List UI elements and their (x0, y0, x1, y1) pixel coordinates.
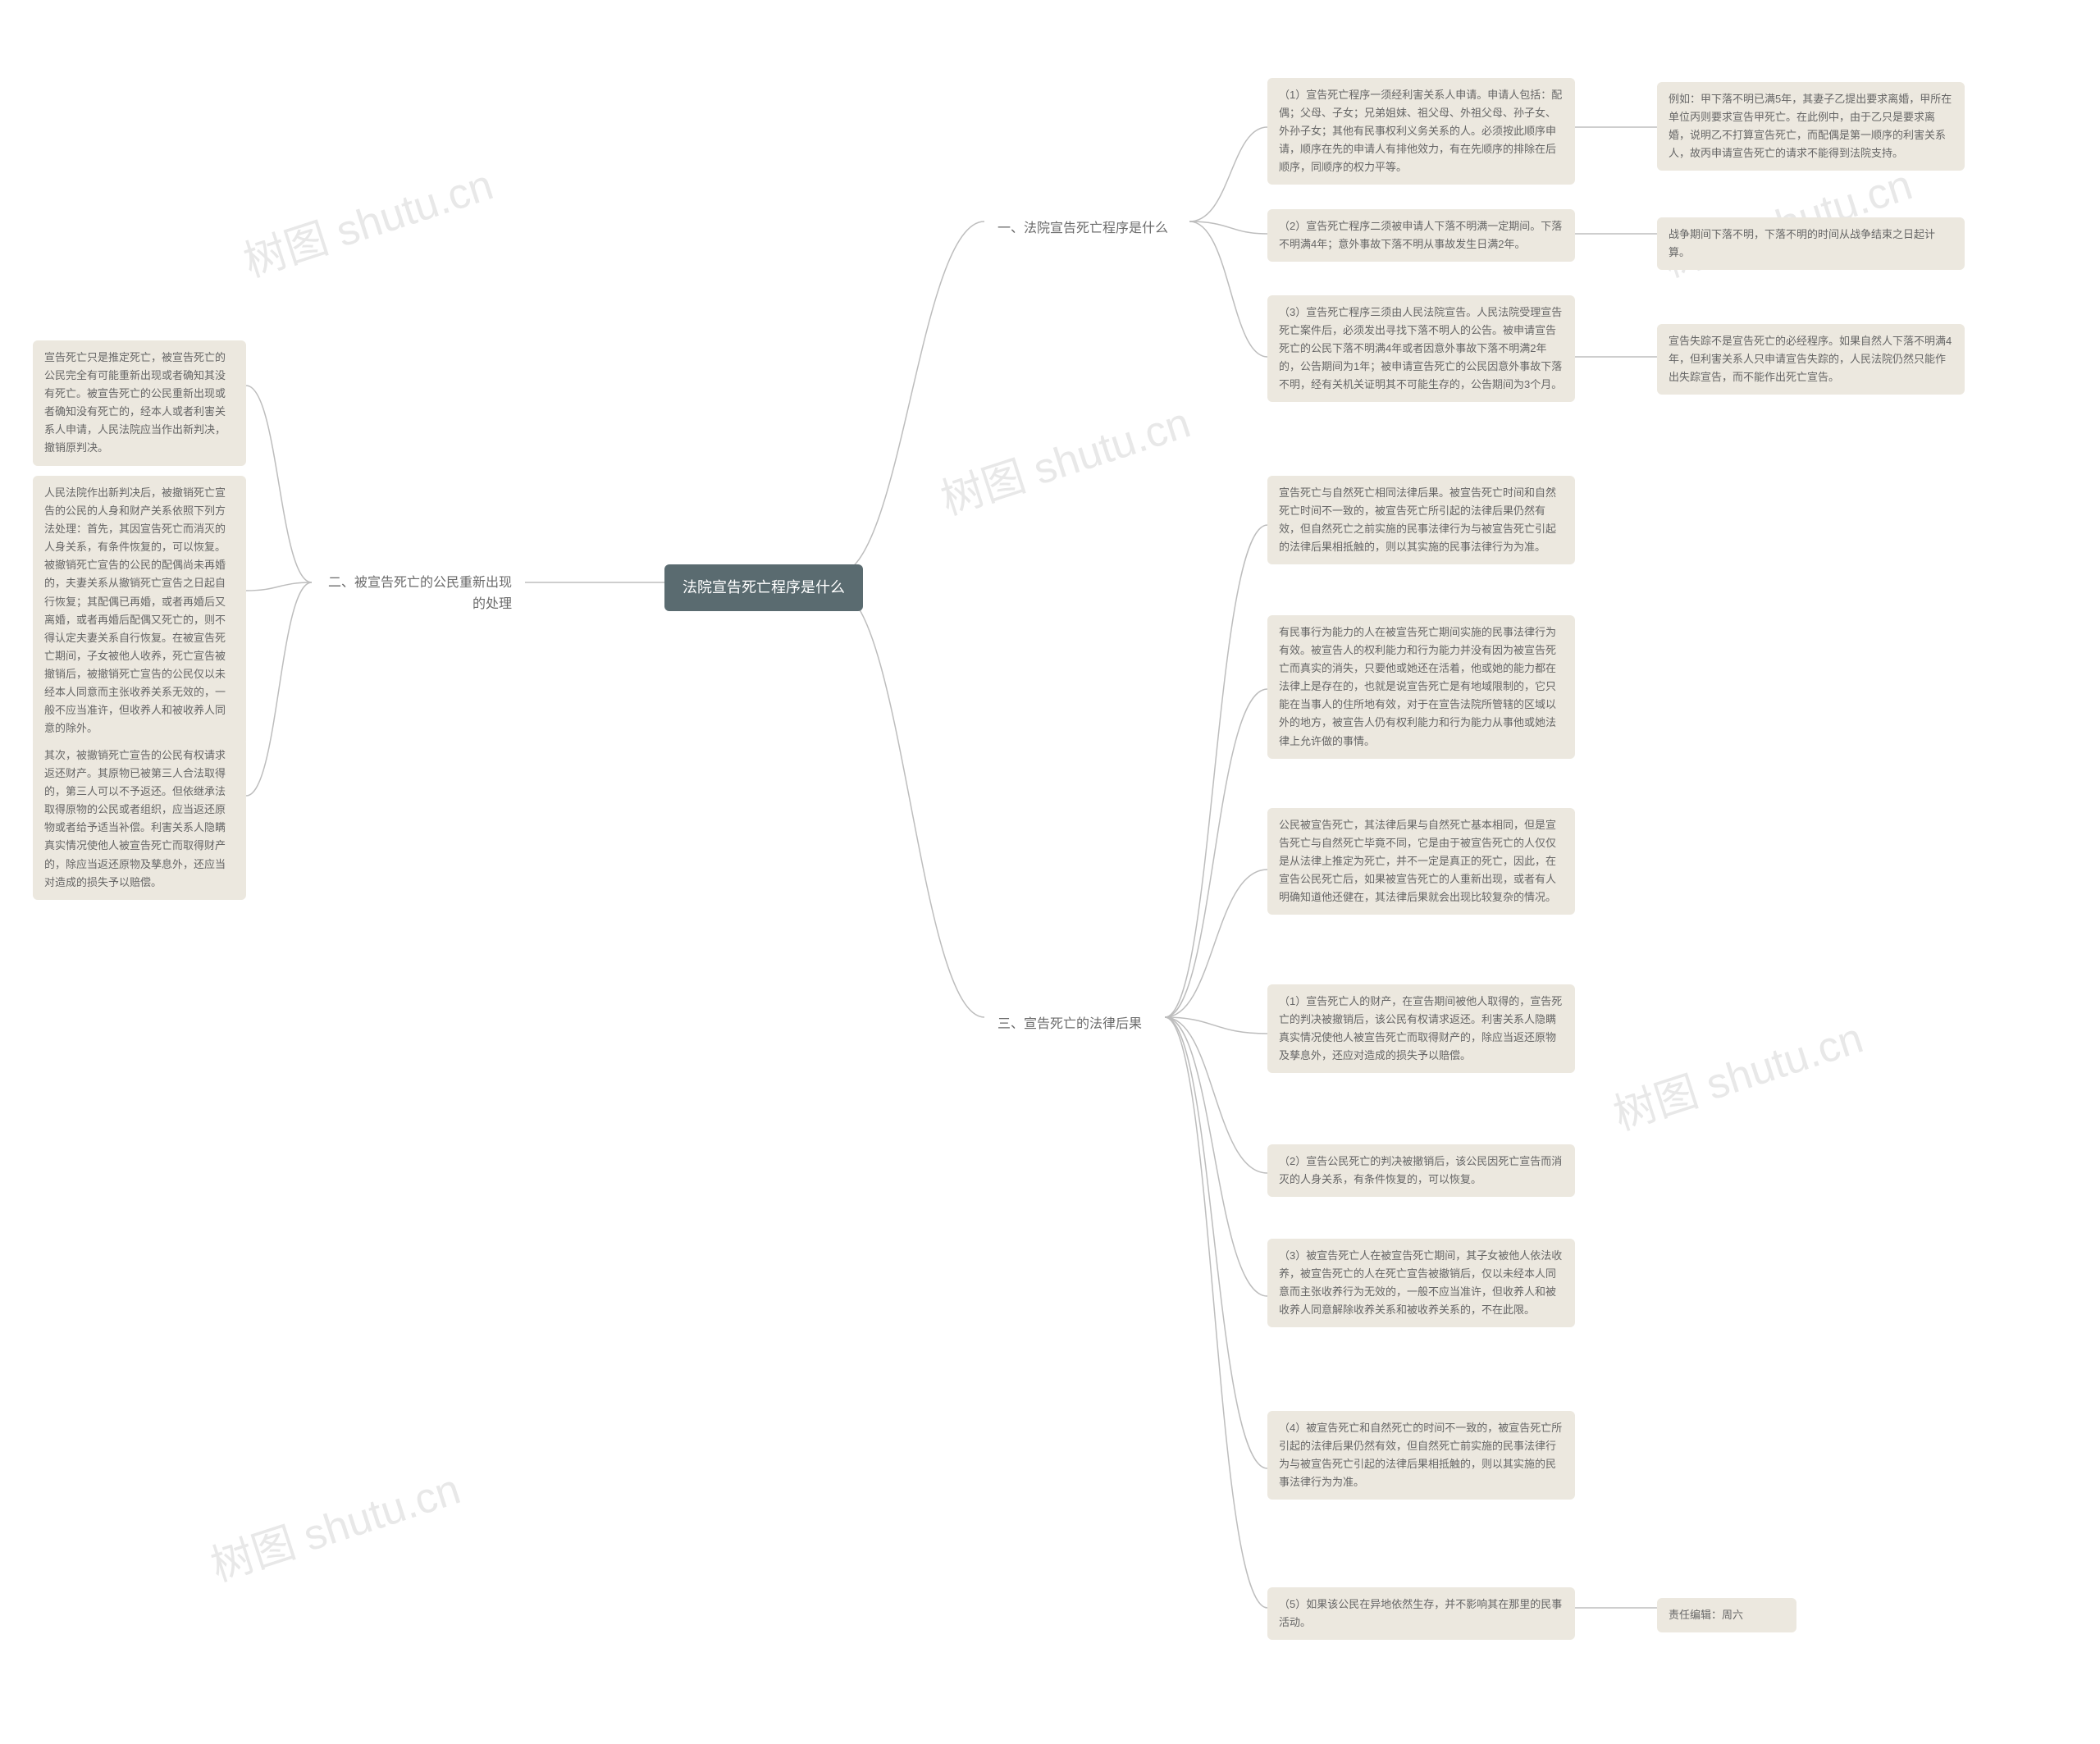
watermark: 树图 shutu.cn (202, 1454, 467, 1593)
leaf-b3-2: 有民事行为能力的人在被宣告死亡期间实施的民事法律行为有效。被宣告人的权利能力和行… (1267, 615, 1575, 759)
leaf-b1-1a: 例如：甲下落不明已满5年，其妻子乙提出要求离婚，甲所在单位丙则要求宣告甲死亡。在… (1657, 82, 1965, 171)
branch-3[interactable]: 三、宣告死亡的法律后果 (984, 1006, 1155, 1043)
leaf-b1-1: （1）宣告死亡程序一须经利害关系人申请。申请人包括：配偶；父母、子女；兄弟姐妹、… (1267, 78, 1575, 185)
branch-2[interactable]: 二、被宣告死亡的公民重新出现的处理 (312, 564, 525, 623)
watermark: 树图 shutu.cn (932, 388, 1197, 527)
leaf-b3-8: （5）如果该公民在异地依然生存，并不影响其在那里的民事活动。 (1267, 1587, 1575, 1640)
leaf-b3-4: （1）宣告死亡人的财产，在宣告期间被他人取得的，宣告死亡的判决被撤销后，该公民有… (1267, 984, 1575, 1073)
branch-1[interactable]: 一、法院宣告死亡程序是什么 (984, 210, 1181, 248)
leaf-b3-8a: 责任编辑：周六 (1657, 1598, 1796, 1632)
leaf-b1-2: （2）宣告死亡程序二须被申请人下落不明满一定期间。下落不明满4年；意外事故下落不… (1267, 209, 1575, 262)
root-node[interactable]: 法院宣告死亡程序是什么 (664, 564, 863, 611)
watermark: 树图 shutu.cn (1605, 1003, 1869, 1142)
leaf-b2-2: 人民法院作出新判决后，被撤销死亡宣告的公民的人身和财产关系依照下列方法处理：首先… (33, 476, 246, 746)
leaf-b2-1: 宣告死亡只是推定死亡，被宣告死亡的公民完全有可能重新出现或者确知其没有死亡。被宣… (33, 340, 246, 466)
leaf-b2-3: 其次，被撤销死亡宣告的公民有权请求返还财产。其原物已被第三人合法取得的，第三人可… (33, 738, 246, 900)
leaf-b3-6: （3）被宣告死亡人在被宣告死亡期间，其子女被他人依法收养，被宣告死亡的人在死亡宣… (1267, 1239, 1575, 1327)
leaf-b1-2a: 战争期间下落不明，下落不明的时间从战争结束之日起计算。 (1657, 217, 1965, 270)
leaf-b3-7: （4）被宣告死亡和自然死亡的时间不一致的，被宣告死亡所引起的法律后果仍然有效，但… (1267, 1411, 1575, 1500)
watermark: 树图 shutu.cn (235, 150, 500, 289)
leaf-b3-3: 公民被宣告死亡，其法律后果与自然死亡基本相同，但是宣告死亡与自然死亡毕竟不同，它… (1267, 808, 1575, 915)
leaf-b3-5: （2）宣告公民死亡的判决被撤销后，该公民因死亡宣告而消灭的人身关系，有条件恢复的… (1267, 1144, 1575, 1197)
leaf-b3-1: 宣告死亡与自然死亡相同法律后果。被宣告死亡时间和自然死亡时间不一致的，被宣告死亡… (1267, 476, 1575, 564)
leaf-b1-3: （3）宣告死亡程序三须由人民法院宣告。人民法院受理宣告死亡案件后，必须发出寻找下… (1267, 295, 1575, 402)
leaf-b1-3a: 宣告失踪不是宣告死亡的必经程序。如果自然人下落不明满4年，但利害关系人只申请宣告… (1657, 324, 1965, 395)
